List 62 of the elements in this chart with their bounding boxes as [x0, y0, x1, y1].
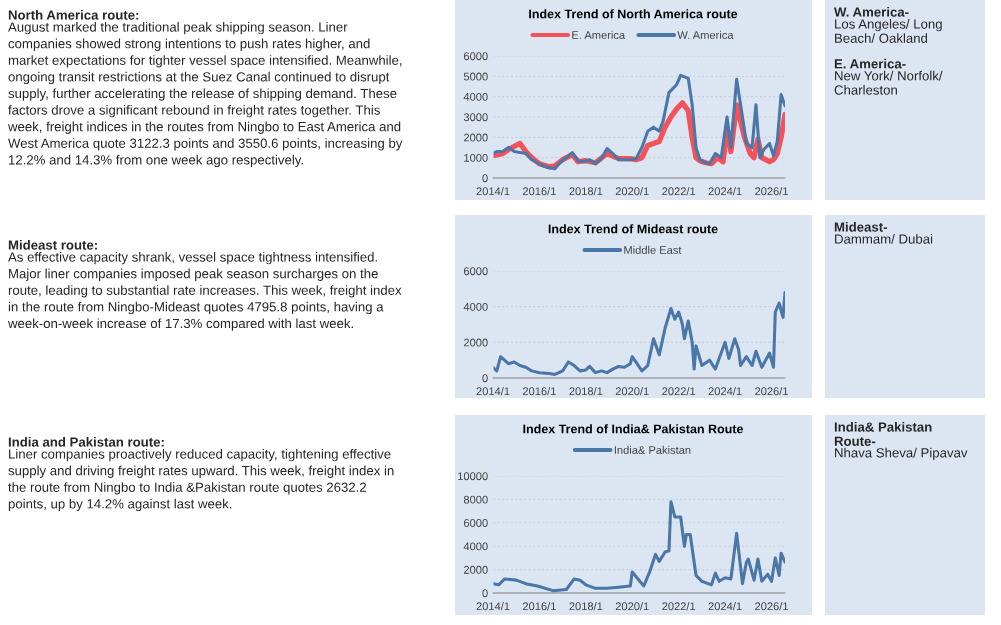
text: Los Angeles/ Long Beach/ Oakland — [835, 19, 942, 43]
y-tick-label: 5000 — [463, 72, 488, 81]
x-tick-label: 2018/1 — [569, 187, 603, 196]
line-series — [493, 73, 785, 171]
y-tick-label: 4000 — [463, 92, 488, 101]
y-tick-label: 4000 — [463, 542, 488, 551]
chart-title: Index Trend of Mideast route — [548, 224, 718, 234]
y-tick-label: 0 — [482, 174, 488, 183]
legend-label: India& Pakistan — [614, 445, 691, 454]
x-tick-label: 2026/1 — [755, 387, 788, 396]
text: Mideast- — [834, 222, 887, 232]
x-tick-label: 2024/1 — [708, 187, 742, 196]
text: Dammam/ Dubai — [835, 234, 933, 244]
text: India& Pakistan Route- — [834, 422, 932, 446]
x-tick-label: 2014/1 — [476, 602, 510, 611]
legend-label: W. America — [677, 30, 734, 39]
text: E. America- — [834, 58, 906, 69]
y-tick-label: 6000 — [463, 519, 488, 527]
x-tick-label: 2016/1 — [522, 602, 556, 611]
text: North America route: — [8, 10, 139, 20]
x-tick-label: 2014/1 — [476, 387, 510, 396]
text: Nhava Sheva/ Pipavav — [835, 447, 968, 461]
x-tick-label: 2022/1 — [662, 187, 696, 196]
y-tick-label: 2000 — [463, 133, 488, 142]
y-tick-label: 0 — [482, 374, 488, 383]
x-tick-label: 2020/1 — [615, 387, 649, 396]
x-tick-label: 2020/1 — [615, 602, 649, 611]
y-tick-label: 8000 — [463, 495, 488, 504]
x-tick-label: 2024/1 — [708, 387, 742, 396]
x-tick-label: 2024/1 — [708, 602, 742, 611]
text: As effective capacity shrank, vessel space tightness intensified. Major liner companies imposed peak season surcharges on the route, leading to substantial rate increases. This week, freight index in the route from Ningbo-Mideast quotes 4795.8 points, having a week-on-week increase of 17.3% compared with last week. — [7, 252, 402, 331]
x-tick-label: 2016/1 — [522, 387, 556, 396]
chart-title: Index Trend of North America route — [529, 9, 738, 19]
y-tick-label: 2000 — [463, 338, 488, 347]
x-tick-label: 2022/1 — [662, 387, 696, 396]
y-tick-label: 2000 — [463, 565, 488, 574]
text: August marked the traditional peak shipping season. Liner companies showed strong intentions to push rates higher, and market expectations for tighter vessel space intensified. Meanwhile, ongoing transit restrictions at the Suez Canal continued to disrupt supply, further accelerating the release of shipping demand. These factors drove a significant rebound in freight rates together. This week, freight indices in the routes from Ningbo to East America and West America quote 3122.3 points and 3550.6 points, increasing by 12.2% and 14.3% from one week ago respectively. — [7, 22, 403, 168]
y-tick-label: 0 — [482, 589, 488, 598]
y-tick-label: 6000 — [463, 52, 488, 61]
text: New York/ Norfolk/ Charleston — [834, 70, 943, 95]
y-tick-label: 4000 — [463, 302, 488, 311]
x-tick-label: 2018/1 — [569, 387, 603, 396]
y-tick-label: 6000 — [463, 267, 488, 276]
text: W. America- — [834, 7, 909, 17]
x-tick-label: 2022/1 — [662, 602, 696, 611]
y-tick-label: 3000 — [463, 113, 488, 122]
line-series — [493, 500, 785, 593]
x-tick-label: 2014/1 — [476, 187, 510, 196]
x-tick-label: 2016/1 — [522, 187, 556, 196]
y-tick-label: 1000 — [464, 153, 488, 162]
legend-label: E. America — [572, 30, 626, 39]
x-tick-label: 2026/1 — [755, 602, 788, 611]
line-series — [493, 290, 785, 376]
y-tick-label: 10000 — [458, 472, 488, 481]
text: India and Pakistan route: — [8, 437, 164, 447]
x-tick-label: 2026/1 — [755, 187, 788, 196]
legend-label: Middle East — [624, 245, 682, 254]
x-tick-label: 2018/1 — [569, 602, 603, 611]
text: Mideast route: — [8, 240, 97, 250]
text: Liner companies proactively reduced capacity, tightening effective supply and driving freight rates upward. This week, freight index in the route from Ningbo to India &Pakistan route quotes 2632.2 points, up by 14.2% against last week. — [8, 449, 394, 512]
chart-title: Index Trend of India& Pakistan Route — [523, 424, 744, 434]
x-tick-label: 2020/1 — [615, 187, 649, 196]
